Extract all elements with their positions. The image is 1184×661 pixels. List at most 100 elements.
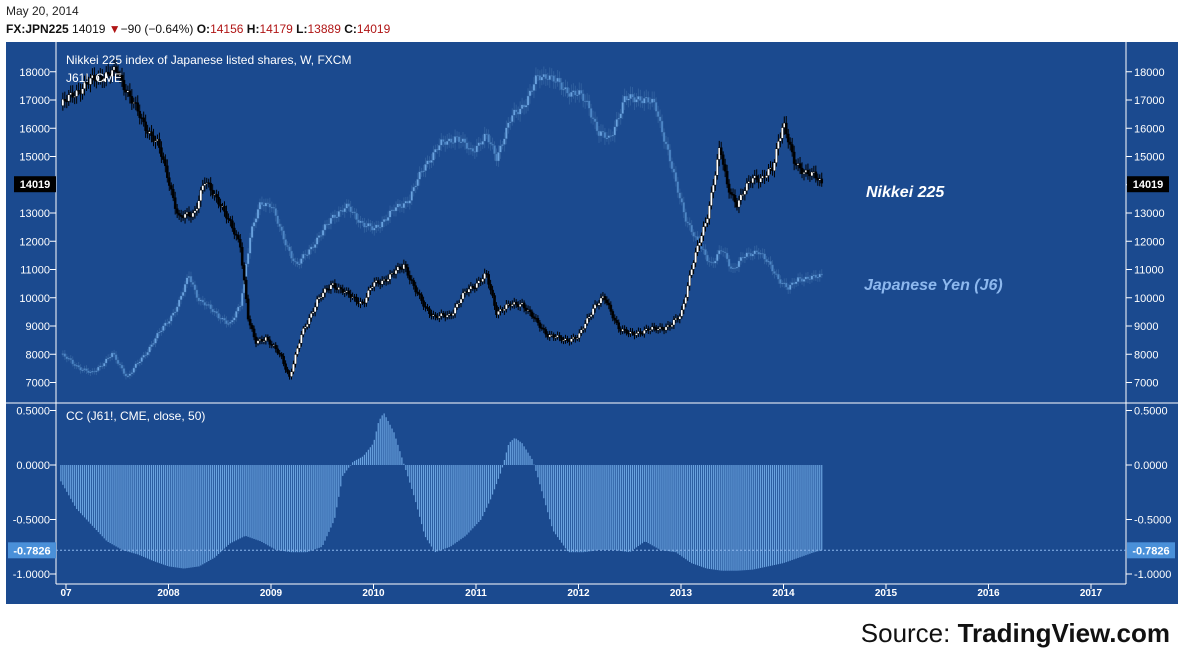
nikkei-candle: [142, 117, 145, 123]
cc-bar: [675, 465, 677, 553]
cc-bar: [178, 465, 180, 568]
chart-date: May 20, 2014: [6, 4, 79, 18]
cc-bar: [365, 452, 368, 465]
nikkei-candle: [457, 303, 461, 305]
nikkei-candle: [698, 242, 701, 246]
cc-bar: [422, 465, 425, 532]
cc-bar: [805, 465, 807, 556]
nikkei-candle: [777, 141, 780, 150]
nikkei-candle: [739, 194, 743, 201]
cc-bar: [72, 465, 74, 503]
nikkei-candle: [615, 319, 619, 323]
cc-bar: [259, 465, 261, 542]
yen-candle: [349, 206, 352, 213]
cc-bar: [166, 465, 168, 566]
chart-area[interactable]: 7000 7000 8000 8000 9000 9000 10000 10000 11000 1…: [0, 40, 1184, 606]
yen-candle: [256, 209, 260, 219]
yen-candle: [264, 202, 268, 207]
yen-candle: [148, 346, 151, 353]
yen-candle: [169, 315, 173, 322]
yen-candle: [643, 98, 646, 104]
cc-bar: [119, 465, 121, 549]
yen-candle: [248, 237, 252, 254]
cc-bar: [83, 465, 86, 518]
source-credit[interactable]: Source: TradingView.com: [861, 618, 1170, 649]
yen-candle: [414, 185, 417, 188]
yen-candle: [534, 75, 538, 85]
cc-tick-label-left: -1.0000: [13, 569, 50, 581]
cc-bar: [476, 465, 478, 525]
chart-background: [6, 42, 1178, 604]
yen-candle: [274, 208, 278, 216]
yen-candle: [570, 91, 573, 97]
down-arrow-icon: ▼: [108, 22, 121, 36]
nikkei-candle: [453, 307, 457, 314]
cc-bar: [493, 465, 496, 490]
cc-bar: [184, 465, 186, 569]
yen-candle: [753, 250, 757, 255]
yen-candle: [510, 115, 514, 123]
cc-bar: [139, 465, 141, 556]
yen-candle: [112, 352, 116, 355]
nikkei-candle: [388, 273, 392, 280]
yen-candle: [209, 304, 212, 310]
yen-candle: [418, 171, 421, 180]
yen-candle: [678, 192, 682, 199]
yen-candle: [611, 134, 615, 137]
nikkei-candle: [745, 183, 749, 191]
cc-bar: [233, 465, 235, 542]
yen-candle: [77, 365, 80, 368]
nikkei-candle: [422, 300, 425, 307]
cc-bar: [714, 465, 716, 570]
symbol-label[interactable]: FX:JPN225: [6, 22, 69, 36]
yen-candle: [818, 273, 822, 278]
nikkei-candle: [475, 283, 479, 289]
nikkei-candle: [700, 235, 703, 243]
cc-bar: [683, 465, 685, 558]
yen-candle: [713, 260, 717, 264]
nikkei-candle: [154, 140, 157, 143]
yen-candle: [116, 359, 120, 365]
cc-bar: [269, 465, 271, 547]
cc-bar: [338, 465, 340, 497]
cc-bar: [657, 465, 659, 549]
cc-bar: [342, 465, 344, 476]
yen-candle: [591, 117, 595, 119]
nikkei-candle: [67, 94, 71, 102]
cc-bar: [781, 465, 783, 564]
yen-candle: [154, 338, 157, 344]
yen-candle: [260, 201, 264, 205]
nikkei-candle: [710, 192, 713, 206]
cc-bar: [204, 465, 206, 564]
cc-bar: [397, 444, 399, 465]
cc-bar: [170, 465, 172, 567]
nikkei-candle: [240, 246, 244, 266]
cc-bar: [70, 465, 72, 499]
nikkei-candle: [692, 262, 695, 270]
yen-candle: [333, 214, 337, 219]
yen-candle: [445, 140, 449, 146]
nikkei-candle: [562, 339, 565, 342]
yen-candle: [441, 139, 445, 142]
cc-bar: [452, 465, 454, 545]
cc-bar: [227, 465, 230, 545]
nikkei-candle: [193, 210, 197, 214]
cc-bar: [789, 465, 791, 561]
cc-bar: [625, 465, 628, 552]
yen-candle: [672, 168, 676, 173]
nikkei-candle: [591, 308, 595, 316]
nikkei-candle: [408, 275, 412, 280]
cc-bar: [424, 465, 427, 538]
nikkei-candle: [152, 135, 155, 143]
yen-candle: [552, 75, 555, 82]
cc-bar: [261, 465, 263, 542]
cc-bar: [385, 417, 387, 465]
nikkei-candle: [715, 159, 719, 176]
yen-candle: [727, 258, 731, 267]
cc-bar: [160, 465, 163, 564]
yen-candle: [65, 356, 69, 360]
cc-bar: [442, 465, 444, 550]
yen-candle: [493, 145, 496, 155]
nikkei-candle: [270, 344, 274, 346]
cc-bar: [235, 465, 237, 541]
